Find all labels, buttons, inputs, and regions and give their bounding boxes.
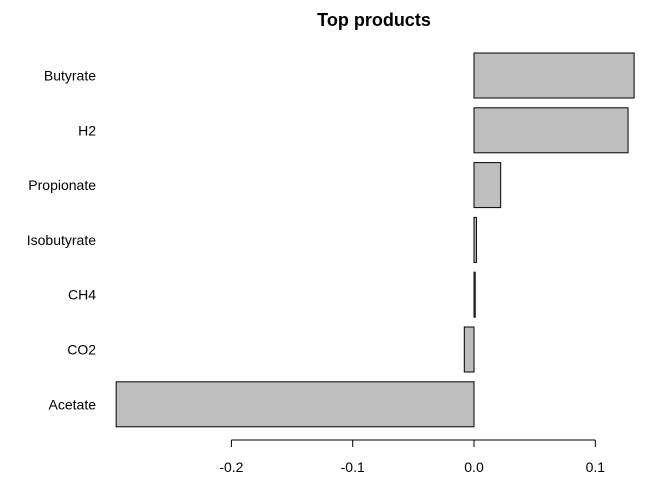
category-label-isobutyrate: Isobutyrate xyxy=(27,232,96,248)
bar-acetate xyxy=(115,381,475,428)
bar-butyrate xyxy=(473,52,635,99)
bar-co2 xyxy=(463,326,475,373)
category-labels: Butyrate H2 Propionate Isobutyrate CH4 CO2 Ace… xyxy=(27,68,96,413)
category-label-acetate: Acetate xyxy=(49,396,97,412)
category-label-propionate: Propionate xyxy=(28,177,96,193)
bar-h2 xyxy=(473,107,629,154)
category-label-ch4: CH4 xyxy=(68,287,96,303)
x-tick-label: 0.1 xyxy=(586,459,606,475)
bars-group xyxy=(115,52,635,428)
bar-isobutyrate xyxy=(473,216,477,263)
x-axis: -0.2 -0.1 0.0 0.1 xyxy=(219,439,606,475)
bar-propionate xyxy=(473,162,502,209)
category-label-h2: H2 xyxy=(78,122,96,138)
category-label-co2: CO2 xyxy=(67,342,96,358)
x-tick-label: -0.2 xyxy=(219,459,243,475)
chart-title: Top products xyxy=(317,10,431,30)
x-tick-label: 0.0 xyxy=(464,459,484,475)
x-tick-label: -0.1 xyxy=(341,459,365,475)
category-label-butyrate: Butyrate xyxy=(44,68,96,84)
bar-ch4 xyxy=(473,271,476,318)
